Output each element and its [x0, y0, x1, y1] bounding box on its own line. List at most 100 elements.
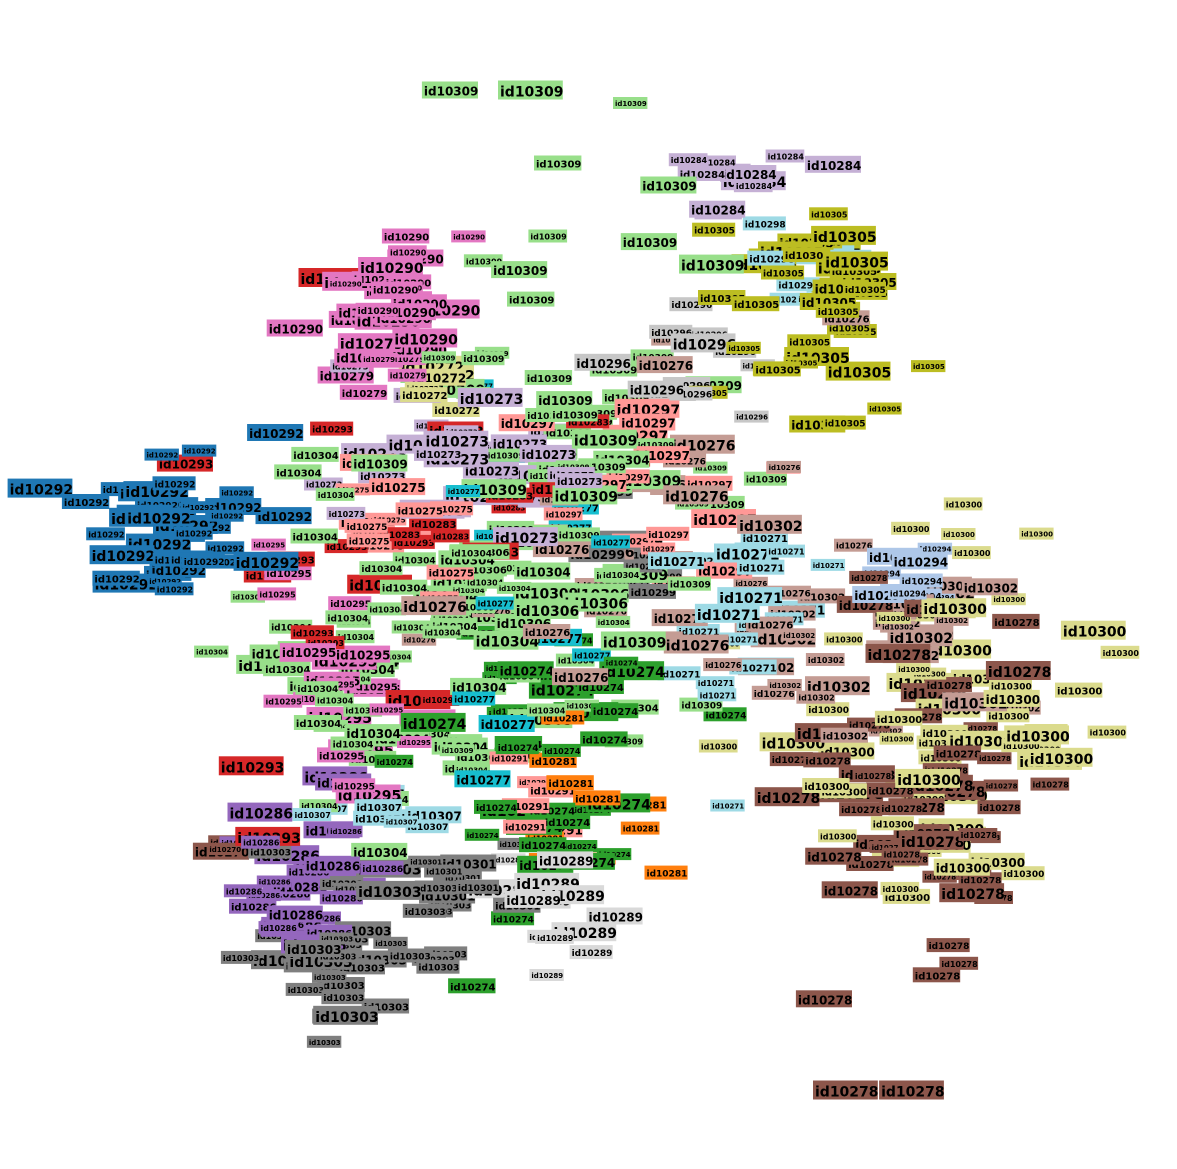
point-box [586, 907, 643, 925]
point-label: id10309 [530, 233, 567, 242]
point-label: id10295 [330, 600, 371, 610]
point-id10292-4: id10292 [154, 582, 194, 596]
point-label: id10281 [531, 757, 576, 768]
point-label: id10274 [377, 758, 414, 767]
point-label: id10309 [536, 160, 581, 171]
point-id10304-50: id10304 [465, 575, 504, 589]
point-label: id10304 [369, 605, 406, 614]
point-box [834, 538, 873, 552]
point-id10292-34: id10292 [152, 476, 196, 491]
point-label: id10307 [355, 815, 400, 826]
point-id10274-12: id10274 [495, 740, 539, 755]
point-box [536, 391, 593, 409]
point-label: id10276 [754, 690, 795, 700]
point-id10297-2: id10297 [619, 413, 676, 431]
point-label: id10300 [1057, 687, 1102, 698]
point-box [405, 806, 462, 824]
point-label: id10278 [772, 756, 813, 766]
point-id10304-26: id10304 [496, 581, 532, 594]
point-box [310, 421, 354, 436]
point-box [491, 911, 535, 926]
point-id10309-18: id10309 [552, 485, 618, 505]
point-label: id10292 [88, 530, 124, 539]
point-label: id10309 [500, 85, 564, 101]
point-box [542, 814, 591, 830]
point-label: id10304 [318, 491, 355, 500]
point-label: id10277 [593, 538, 629, 547]
point-label: id10293 [394, 539, 435, 549]
point-box [373, 936, 408, 949]
point-label: id10292 [149, 578, 181, 586]
point-label: id10275 [398, 506, 443, 517]
point-label: id10291 [530, 787, 575, 798]
point-label: id10306 [565, 597, 629, 613]
point-box [361, 352, 396, 365]
point-box [356, 880, 421, 900]
point-label: id10309 [603, 636, 667, 652]
point-label: id10278 [851, 574, 888, 583]
point-id10300-24: id10300 [806, 702, 850, 717]
point-box [290, 625, 334, 640]
point-box [290, 528, 338, 544]
point-label: id10302 [936, 617, 968, 625]
point-label: id10300 [1021, 531, 1053, 539]
point-label: id10281 [575, 794, 620, 805]
point-label: id10302 [783, 632, 815, 640]
point-box [555, 473, 603, 489]
point-box [876, 611, 911, 624]
point-label: id10276 [666, 639, 730, 655]
point-label: id10300 [1006, 729, 1070, 745]
point-box [524, 370, 573, 385]
point-label: id10276 [554, 671, 608, 685]
point-box [591, 535, 630, 549]
point-label: id10271 [731, 664, 776, 675]
point-label: id10278 [941, 960, 978, 969]
point-id10303-10: id10303 [402, 903, 446, 918]
point-id10292-18: id10292 [233, 551, 299, 572]
point-id10284-3: id10284 [733, 179, 773, 193]
point-label: id10309 [424, 85, 478, 99]
point-box [321, 990, 365, 1005]
point-label: id10279 [320, 370, 374, 384]
point-id10303-38: id10303 [387, 948, 431, 963]
point-label: id10292 [208, 559, 249, 569]
point-box [815, 303, 859, 318]
point-box [933, 745, 982, 761]
point-label: id10276 [654, 612, 708, 626]
point-label: id10297 [546, 510, 582, 519]
point-id10274-25: id10274 [474, 799, 518, 814]
point-box [614, 398, 680, 418]
point-box [580, 731, 628, 747]
point-label: id10301 [426, 868, 463, 877]
point-label: id10278 [884, 851, 921, 860]
point-box [821, 881, 878, 899]
point-box [430, 529, 470, 543]
point-id10276-22: id10276 [552, 668, 608, 686]
point-label: id10295 [334, 782, 375, 792]
point-label: id10276 [639, 359, 693, 373]
point-id10278-15: id10278 [769, 752, 813, 767]
point-box [465, 575, 504, 589]
point-label: id10300 [879, 615, 911, 623]
point-label: id10290 [384, 233, 429, 244]
point-id10306-6: id10306 [562, 592, 629, 613]
point-box [947, 730, 1012, 750]
point-box [573, 790, 621, 806]
point-id10277-5: id10277 [454, 770, 511, 788]
point-id10275-12: id10275 [395, 502, 443, 518]
point-id10278-7: id10278 [849, 570, 888, 584]
point-label: id10300 [988, 712, 1029, 722]
point-box [449, 545, 493, 560]
point-box [926, 938, 970, 953]
point-label: id10304 [276, 468, 321, 479]
point-box [731, 296, 780, 312]
point-id10304-9: id10304 [295, 681, 339, 696]
point-label: id10277 [476, 533, 508, 541]
point-box [529, 969, 564, 981]
point-label: id10309 [592, 366, 637, 377]
point-box [507, 291, 555, 307]
point-id10290-17: id10290 [388, 245, 427, 259]
point-label: id10278 [966, 725, 998, 733]
point-id10278-2: id10278 [898, 830, 964, 851]
